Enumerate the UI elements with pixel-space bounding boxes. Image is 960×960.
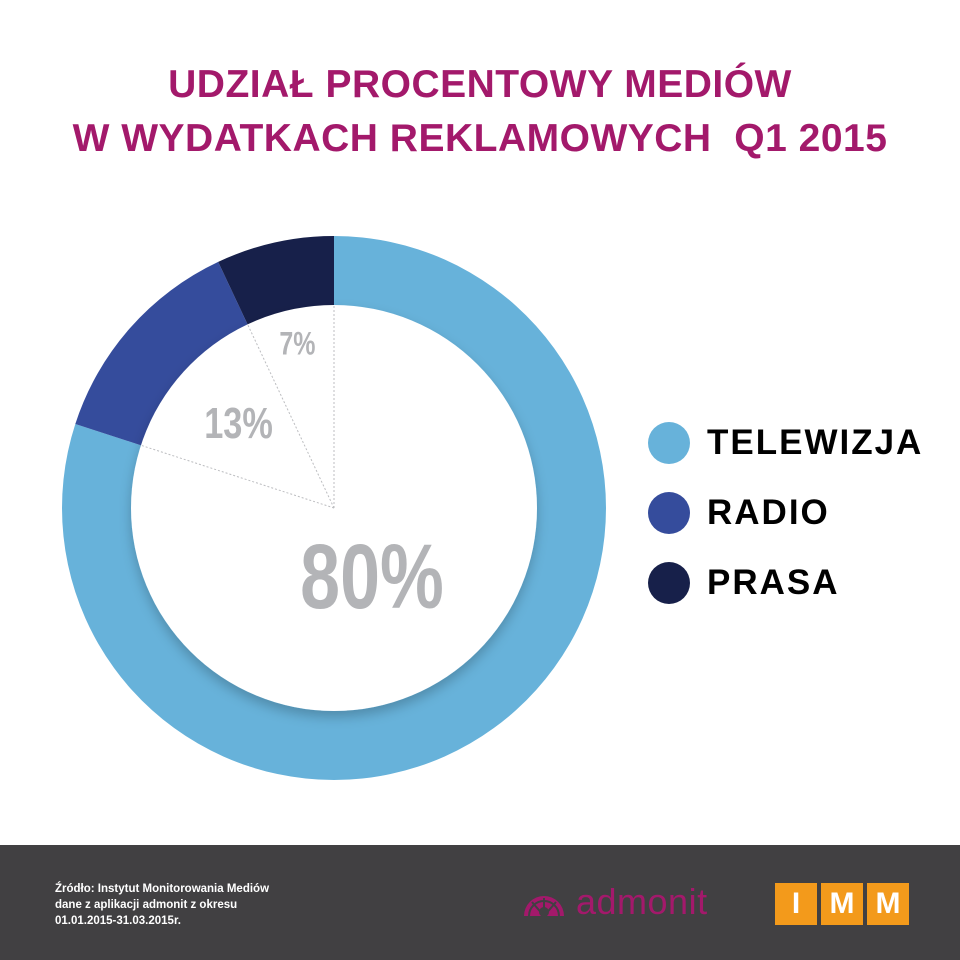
source-note: Źródło: Instytut Monitorowania Mediów da…: [55, 881, 269, 929]
chart-title: UDZIAŁ PROCENTOWY MEDIÓW W WYDATKACH REK…: [0, 58, 960, 166]
slice-divider-line: [247, 325, 335, 509]
legend-item-prasa: PRASA: [648, 548, 923, 618]
data-label-radio: 13%: [204, 399, 273, 448]
slice-divider-line: [141, 445, 335, 509]
admonit-shell-icon: [524, 896, 564, 917]
source-line-2: dane z aplikacji admonit z okresu: [55, 899, 238, 911]
footer-bar: Źródło: Instytut Monitorowania Mediów da…: [0, 845, 960, 960]
legend-label-telewizja: TELEWIZJA: [707, 423, 924, 462]
chart-title-line-1: UDZIAŁ PROCENTOWY MEDIÓW: [168, 63, 792, 106]
legend-swatch-telewizja: [648, 422, 690, 464]
legend-swatch-prasa: [648, 562, 690, 604]
donut-slice-radio: [75, 261, 248, 446]
imm-logo-letter-2: M: [821, 883, 863, 925]
legend-item-telewizja: TELEWIZJA: [648, 408, 923, 478]
chart-title-line-2: W WYDATKACH REKLAMOWYCH Q1 2015: [72, 117, 888, 160]
data-label-prasa: 7%: [279, 327, 315, 363]
legend-label-radio: RADIO: [707, 493, 830, 532]
imm-logo-letter-3: M: [867, 883, 909, 925]
admonit-logo: admonit: [520, 881, 708, 923]
legend-label-prasa: PRASA: [707, 563, 840, 602]
legend-item-radio: RADIO: [648, 478, 923, 548]
imm-logo: I M M: [775, 883, 909, 925]
donut-chart: 80% 13%7%: [62, 236, 607, 780]
legend-swatch-radio: [648, 492, 690, 534]
imm-logo-letter-1: I: [775, 883, 817, 925]
source-line-1: Źródło: Instytut Monitorowania Mediów: [55, 883, 270, 895]
chart-legend: TELEWIZJA RADIO PRASA: [648, 408, 923, 618]
data-label-telewizja: 80%: [300, 525, 444, 628]
source-line-3: 01.01.2015-31.03.2015r.: [55, 915, 181, 927]
donut-slice-prasa: [218, 236, 334, 326]
admonit-logo-text: admonit: [576, 881, 708, 922]
